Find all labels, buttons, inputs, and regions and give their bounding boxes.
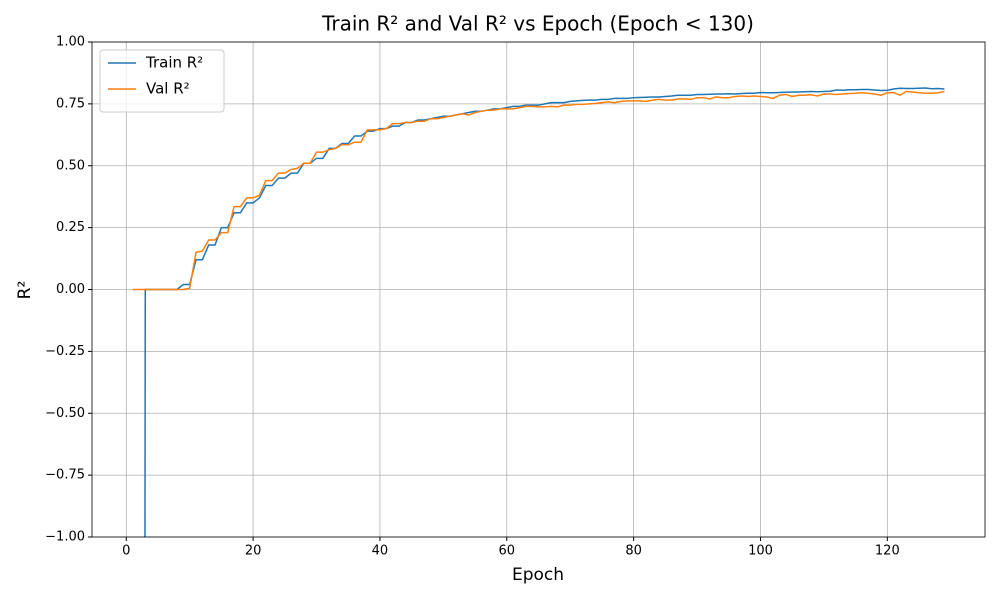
legend-box bbox=[99, 49, 225, 113]
y-tick-label: −0.50 bbox=[45, 406, 85, 421]
y-tick-label: −0.75 bbox=[45, 468, 85, 483]
y-tick-label: 0.50 bbox=[56, 158, 85, 173]
y-tick-label: 0.25 bbox=[56, 220, 85, 235]
chart-title: Train R² and Val R² vs Epoch (Epoch < 13… bbox=[321, 12, 754, 36]
x-tick-label: 40 bbox=[372, 544, 389, 559]
y-tick-label: 0.00 bbox=[56, 282, 85, 297]
series-line bbox=[132, 90, 945, 291]
legend-label: Train R² bbox=[145, 54, 203, 72]
y-tick-label: 0.75 bbox=[56, 96, 85, 111]
x-tick-label: 120 bbox=[875, 544, 900, 559]
y-axis-label: R² bbox=[15, 281, 35, 300]
y-tick-label: −0.25 bbox=[45, 344, 85, 359]
x-tick-label: 0 bbox=[122, 544, 130, 559]
x-axis-label: Epoch bbox=[512, 565, 564, 585]
x-tick-label: 80 bbox=[625, 544, 642, 559]
y-tick-label: −1.00 bbox=[45, 530, 85, 545]
legend-label: Val R² bbox=[146, 80, 190, 98]
x-tick-label: 60 bbox=[499, 544, 516, 559]
x-tick-label: 20 bbox=[245, 544, 262, 559]
y-tick-label: 1.00 bbox=[56, 35, 85, 50]
series-line bbox=[144, 87, 945, 537]
x-tick-label: 100 bbox=[748, 544, 773, 559]
